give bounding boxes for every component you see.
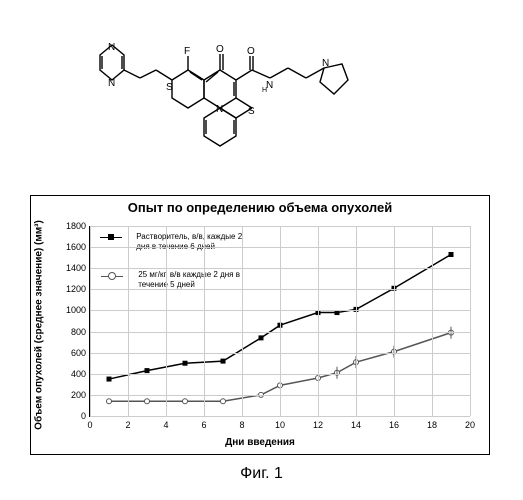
- x-tick-label: 14: [351, 420, 361, 430]
- y-tick-label: 1000: [56, 305, 86, 315]
- data-point-square: [221, 359, 226, 364]
- gridline-v: [318, 226, 319, 416]
- plot-area: Растворитель, в/в, каждые 2 дня в течени…: [89, 226, 470, 417]
- atom-label: S: [166, 82, 173, 93]
- data-point-circle: [221, 399, 226, 404]
- data-point-circle: [183, 399, 188, 404]
- y-tick-label: 800: [56, 327, 86, 337]
- chart-title: Опыт по определению объема опухолей: [31, 200, 489, 215]
- gridline-v: [280, 226, 281, 416]
- data-point-square: [183, 361, 188, 366]
- x-tick-label: 4: [163, 420, 168, 430]
- y-tick-label: 1800: [56, 221, 86, 231]
- x-axis-label: Дни введения: [31, 437, 489, 448]
- chemical-structure: N N S F O O N H N N S: [90, 10, 430, 160]
- atom-label: F: [184, 46, 190, 57]
- gridline-v: [242, 226, 243, 416]
- atom-label: N: [108, 42, 115, 53]
- x-tick-label: 0: [87, 420, 92, 430]
- x-tick-label: 8: [239, 420, 244, 430]
- y-tick-label: 1200: [56, 284, 86, 294]
- x-tick-label: 16: [389, 420, 399, 430]
- atom-label: O: [247, 46, 255, 57]
- atom-label: N: [108, 78, 115, 89]
- gridline-v: [204, 226, 205, 416]
- gridline-v: [90, 226, 91, 416]
- atom-label: O: [216, 44, 224, 55]
- x-tick-label: 2: [125, 420, 130, 430]
- gridline-h: [90, 416, 470, 417]
- y-tick-label: 400: [56, 369, 86, 379]
- atom-label: S: [248, 106, 255, 117]
- x-tick-label: 6: [201, 420, 206, 430]
- x-tick-label: 12: [313, 420, 323, 430]
- atom-label: N: [322, 58, 329, 69]
- x-tick-label: 18: [427, 420, 437, 430]
- data-point-circle: [107, 399, 112, 404]
- figure-caption: Фиг. 1: [0, 465, 523, 483]
- data-point-circle: [145, 399, 150, 404]
- y-tick-label: 1600: [56, 242, 86, 252]
- data-point-square: [145, 368, 150, 373]
- y-axis-label: Объем опухолей (среднее значение) (мм³): [34, 220, 45, 430]
- x-tick-label: 10: [275, 420, 285, 430]
- gridline-v: [432, 226, 433, 416]
- gridline-v: [356, 226, 357, 416]
- data-point-square: [107, 377, 112, 382]
- x-tick-label: 20: [465, 420, 475, 430]
- atom-label: H: [262, 87, 267, 94]
- y-tick-label: 1400: [56, 263, 86, 273]
- tumor-volume-chart: Опыт по определению объема опухолей Объе…: [30, 195, 490, 455]
- atom-label: N: [266, 80, 273, 91]
- y-tick-label: 600: [56, 348, 86, 358]
- data-point-square: [449, 252, 454, 257]
- y-tick-label: 0: [56, 411, 86, 421]
- y-tick-label: 200: [56, 390, 86, 400]
- atom-label: N: [216, 104, 223, 115]
- gridline-v: [128, 226, 129, 416]
- gridline-v: [394, 226, 395, 416]
- data-point-square: [259, 335, 264, 340]
- gridline-v: [470, 226, 471, 416]
- gridline-v: [166, 226, 167, 416]
